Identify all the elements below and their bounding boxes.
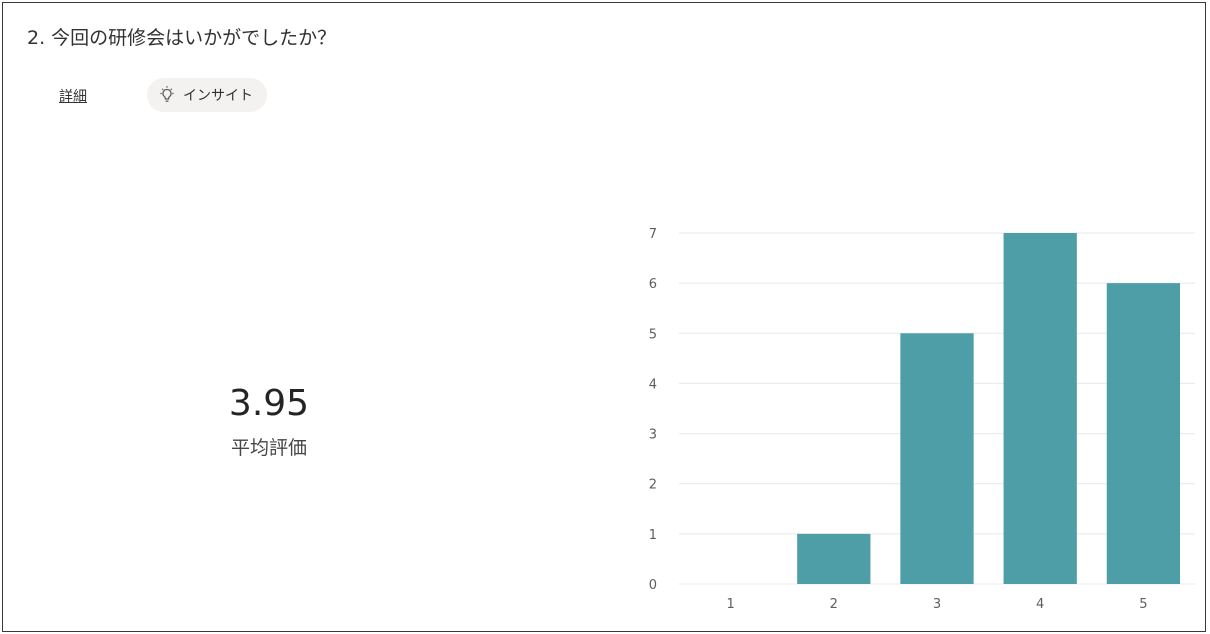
- details-link[interactable]: 詳細: [59, 89, 87, 105]
- rating-distribution-chart: 0 1 2 3 4 5 6 7 1 2 3 4 5: [649, 227, 1195, 612]
- lightbulb-icon: [157, 85, 177, 105]
- bar-rating-2[interactable]: [797, 533, 871, 584]
- x-tick-label: 4: [1036, 597, 1044, 612]
- x-axis-ticks: 1 2 3 4 5: [726, 597, 1147, 612]
- insight-button[interactable]: インサイト: [147, 78, 267, 112]
- chart-bars: [797, 233, 1181, 584]
- x-tick-label: 2: [830, 597, 838, 612]
- bar-rating-5[interactable]: [1106, 283, 1181, 584]
- y-tick-label: 7: [649, 227, 657, 242]
- question-title: 2. 今回の研修会はいかがでしたか？: [27, 27, 337, 49]
- y-tick-label: 3: [649, 428, 657, 443]
- y-tick-label: 2: [649, 478, 657, 493]
- x-tick-label: 1: [726, 597, 734, 612]
- average-rating-label: 平均評価: [230, 437, 307, 459]
- x-tick-label: 5: [1139, 597, 1147, 612]
- bar-rating-4[interactable]: [1003, 233, 1077, 584]
- y-tick-label: 6: [649, 277, 657, 292]
- y-tick-label: 4: [649, 377, 657, 392]
- insight-label: インサイト: [183, 88, 253, 104]
- y-tick-label: 0: [649, 578, 657, 593]
- bar-rating-3[interactable]: [900, 333, 974, 584]
- y-axis-ticks: 0 1 2 3 4 5 6 7: [649, 227, 657, 593]
- y-tick-label: 1: [649, 528, 657, 543]
- x-tick-label: 3: [933, 597, 941, 612]
- y-tick-label: 5: [649, 327, 657, 342]
- average-rating-value: 3.95: [228, 383, 310, 424]
